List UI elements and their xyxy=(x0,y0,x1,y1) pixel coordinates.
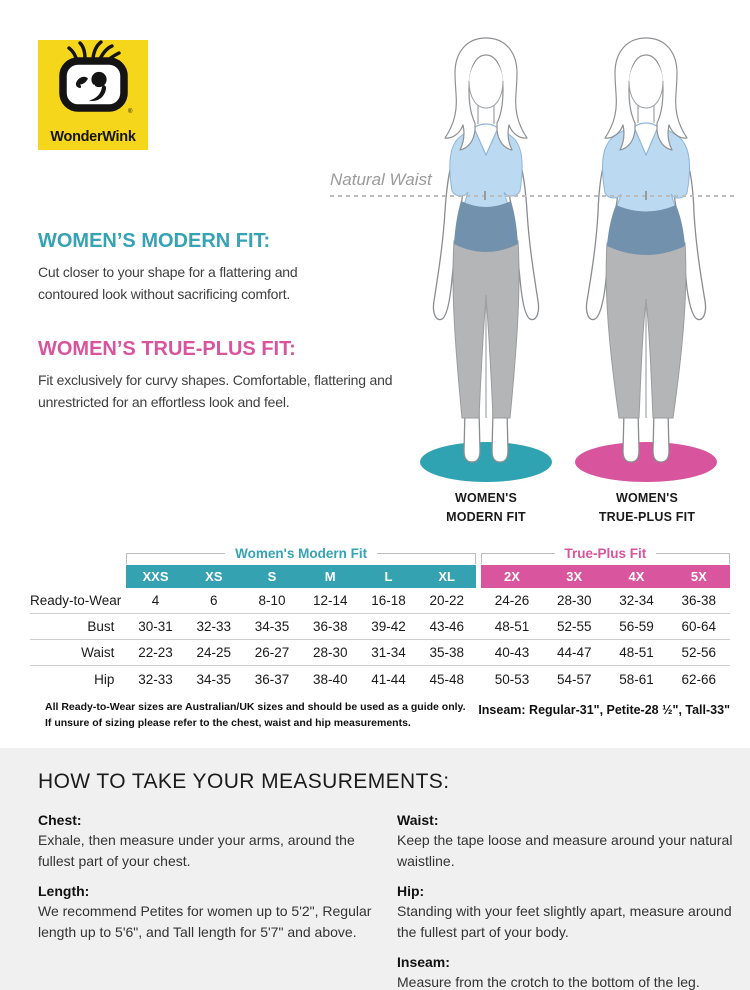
natural-waist-label: Natural Waist xyxy=(330,170,432,189)
size-col-xxs: XXS xyxy=(126,565,185,588)
true-plus-group-bracket: True-Plus Fit xyxy=(480,546,730,564)
figure-hair xyxy=(604,37,688,151)
modern-fit-description: WOMEN’S MODERN FIT: Cut closer to your s… xyxy=(38,230,298,303)
logo-smile-icon xyxy=(89,85,107,101)
size-col-m: M xyxy=(301,565,360,588)
size-col-s: S xyxy=(242,565,302,588)
measurements-grid: Chest: Exhale, then measure under your a… xyxy=(38,812,732,990)
size-table: Women's Modern Fit True-Plus Fit xyxy=(30,547,730,692)
wonderwink-logo: ® WonderWink xyxy=(38,40,148,150)
table-notes: All Ready-to-Wear sizes are Australian/U… xyxy=(30,699,730,732)
figure-waist-band xyxy=(607,205,685,255)
table-row-ready-to-wear: Ready-to-Wear 4 6 8-10 12-14 16-18 20-22… xyxy=(30,588,730,614)
true-plus-fit-description: WOMEN’S TRUE-PLUS FIT: Fit exclusively f… xyxy=(38,338,393,411)
figure-chin-line xyxy=(628,80,664,109)
modern-fit-group-bracket: Women's Modern Fit xyxy=(126,546,476,564)
size-col-2x: 2X xyxy=(480,565,544,588)
measurement-length: Length: We recommend Petites for women u… xyxy=(38,883,372,940)
waist-tick-modern xyxy=(484,191,486,200)
measurement-waist: Waist: Keep the tape loose and measure a… xyxy=(397,812,733,869)
logo-wink-eye-icon xyxy=(75,76,88,89)
true-plus-fit-figure-illustration xyxy=(575,37,717,482)
modern-fit-caption: WOMEN'S MODERN FIT xyxy=(446,491,526,524)
measurements-section: HOW TO TAKE YOUR MEASUREMENTS: Chest: Ex… xyxy=(0,748,750,990)
figure-waist-band xyxy=(454,201,518,252)
measurements-column-right: Waist: Keep the tape loose and measure a… xyxy=(397,812,742,990)
table-row-hip: Hip 32-33 34-35 36-37 38-40 41-44 45-48 … xyxy=(94,671,717,687)
size-header-row: XXS XS S M L XL 2X 3X 4X 5X xyxy=(30,565,730,588)
waist-tick-true-plus xyxy=(645,191,647,200)
true-plus-group-label: True-Plus Fit xyxy=(564,546,647,561)
group-bracket-row: Women's Modern Fit True-Plus Fit xyxy=(30,547,730,565)
figure-neck xyxy=(477,103,495,124)
modern-fit-base-oval xyxy=(420,442,552,482)
figure-pants xyxy=(452,240,520,419)
logo-wordmark: WonderWink xyxy=(50,129,136,145)
figure-face xyxy=(629,57,663,109)
modern-fit-heading: WOMEN’S MODERN FIT: xyxy=(38,230,271,252)
size-col-5x: 5X xyxy=(667,565,730,588)
figure-face xyxy=(469,57,503,109)
measurement-hip: Hip: Standing with your feet slightly ap… xyxy=(397,883,732,940)
measurement-inseam: Inseam: Measure from the crotch to the b… xyxy=(397,954,700,990)
modern-fit-figure-illustration xyxy=(420,37,552,482)
natural-waist-dashed-line xyxy=(330,195,737,197)
size-col-3x: 3X xyxy=(543,565,606,588)
figure-pants xyxy=(605,242,687,419)
size-col-xs: XS xyxy=(184,565,243,588)
inseam-note: Inseam: Regular-31", Petite-28 ½", Tall-… xyxy=(478,703,730,717)
logo-open-eye-icon xyxy=(91,71,107,88)
size-col-4x: 4X xyxy=(605,565,668,588)
figure-chin-line xyxy=(468,80,504,109)
size-chart: Women's Modern Fit True-Plus Fit xyxy=(30,547,730,732)
true-plus-fit-heading: WOMEN’S TRUE-PLUS FIT: xyxy=(38,338,296,360)
true-plus-fit-caption: WOMEN'S TRUE-PLUS FIT xyxy=(598,491,696,524)
logo-registered-mark: ® xyxy=(128,108,133,115)
logo-eye-highlight xyxy=(92,84,101,90)
measurements-heading: HOW TO TAKE YOUR MEASUREMENTS: xyxy=(38,770,450,793)
modern-fit-group-label: Women's Modern Fit xyxy=(235,546,368,561)
true-plus-base-oval xyxy=(575,442,717,482)
figure-neck xyxy=(637,103,655,123)
table-footnote: All Ready-to-Wear sizes are Australian/U… xyxy=(45,701,466,730)
measurements-column-left: Chest: Exhale, then measure under your a… xyxy=(38,812,383,990)
measurement-chest: Chest: Exhale, then measure under your a… xyxy=(38,812,355,869)
size-col-xl: XL xyxy=(417,565,476,588)
figure-hair xyxy=(444,37,528,151)
table-row-bust: Bust 30-31 32-33 34-35 36-38 39-42 43-46… xyxy=(30,614,730,640)
table-row-waist: Waist 22-23 24-25 26-27 28-30 31-34 35-3… xyxy=(30,640,730,666)
size-col-l: L xyxy=(359,565,418,588)
